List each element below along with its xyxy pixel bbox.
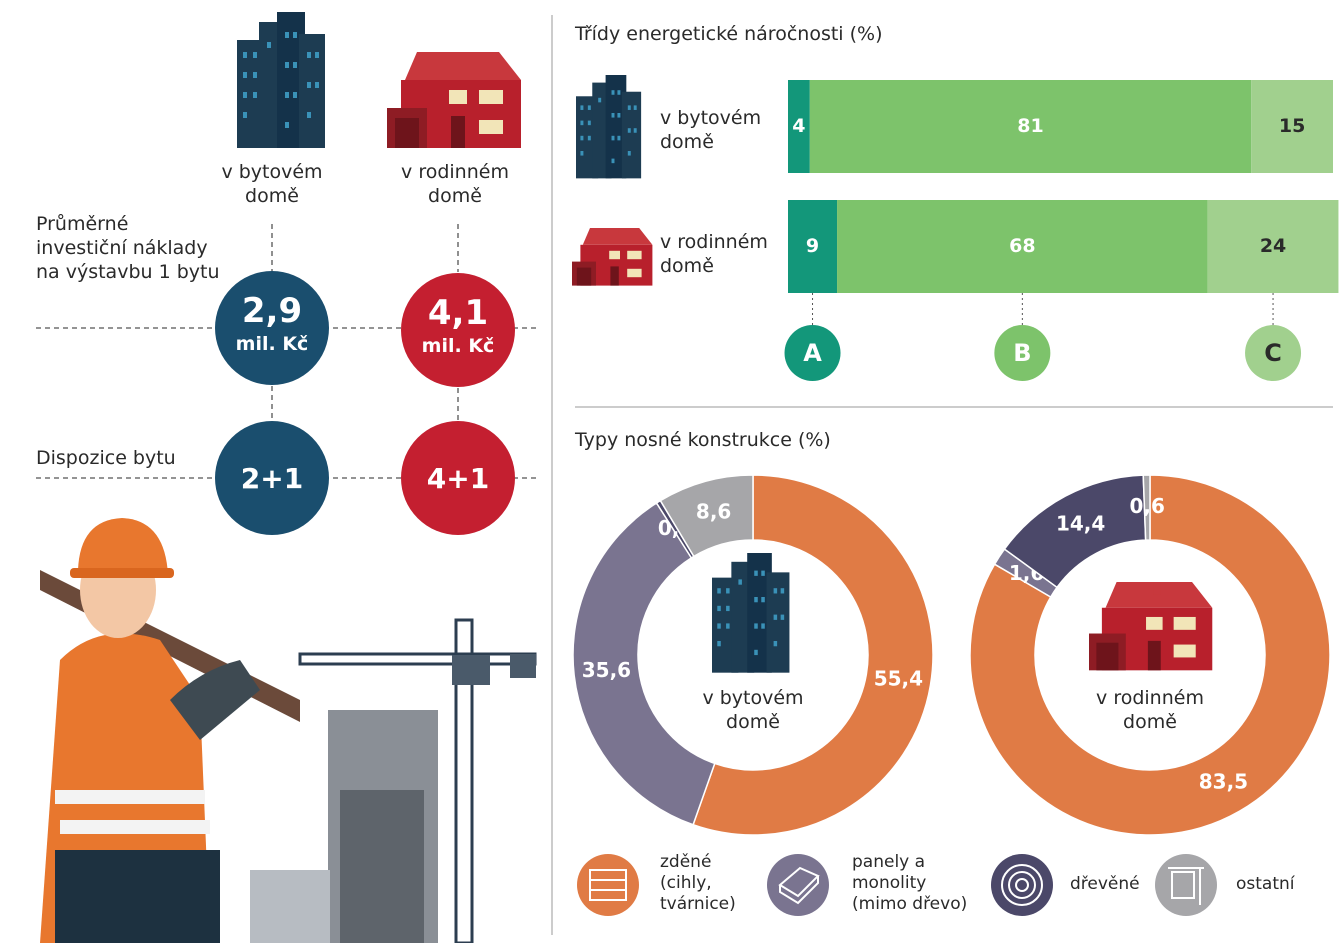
bar-segment xyxy=(837,200,1208,293)
bar-value-label: 81 xyxy=(1017,115,1043,137)
bar-segment xyxy=(788,200,838,293)
legend-label: panely a monolity (mimo dřevo) xyxy=(852,852,968,914)
bar-value-label: 4 xyxy=(792,115,805,137)
cost-value: 2,9 xyxy=(241,291,303,331)
bar-segment xyxy=(1251,80,1333,173)
chart-title: Třídy energetické náročnosti (%) xyxy=(575,23,883,45)
chart-title: Typy nosné konstrukce (%) xyxy=(575,429,831,451)
bar-segment xyxy=(809,80,1252,173)
cost-unit: mil. Kč xyxy=(235,333,309,355)
cost-unit: mil. Kč xyxy=(421,335,495,357)
row-label: Průměrné investiční náklady na výstavbu … xyxy=(36,213,220,283)
category-label: v bytovém domě xyxy=(660,107,762,153)
donut-slice xyxy=(1142,474,1151,541)
type-label: v bytovém domě xyxy=(221,161,323,207)
slice-value-label: 83,5 xyxy=(1199,769,1248,793)
donut-slice xyxy=(692,474,934,836)
legend-marker xyxy=(1245,325,1302,381)
slice-value-label: 8,6 xyxy=(696,499,731,523)
row-label: Dispozice bytu xyxy=(36,447,176,469)
layout-value: 2+1 xyxy=(240,462,304,495)
type-label: v rodinném domě xyxy=(401,161,509,207)
slice-value-label: 35,6 xyxy=(582,658,631,682)
bar-segment xyxy=(788,80,810,173)
slice-value-label: 0,6 xyxy=(1130,494,1165,518)
legend-label: B xyxy=(1013,339,1031,367)
bar-value-label: 24 xyxy=(1260,235,1286,257)
legend-label: A xyxy=(803,339,822,367)
layout-value: 4+1 xyxy=(426,462,490,495)
bar-segment xyxy=(1207,200,1339,293)
donut-slice xyxy=(659,474,754,558)
bar-value-label: 68 xyxy=(1009,235,1035,257)
legend-label: zděné (cihly, tvárnice) xyxy=(660,852,736,914)
legend-label: dřevěné xyxy=(1070,874,1140,894)
slice-value-label: 14,4 xyxy=(1056,511,1105,535)
bar-value-label: 15 xyxy=(1279,115,1305,137)
donut-slice xyxy=(572,501,716,826)
slice-value-label: 55,4 xyxy=(874,666,923,690)
bar-value-label: 9 xyxy=(806,235,819,257)
cost-value: 4,1 xyxy=(427,293,489,333)
legend-marker xyxy=(784,325,841,381)
category-label: v rodinném domě xyxy=(660,231,768,277)
donut-center-label: v bytovém domě xyxy=(702,687,804,733)
donut-slice xyxy=(969,474,1331,836)
legend-label: C xyxy=(1264,339,1282,367)
legend-marker xyxy=(994,325,1051,381)
legend-label: ostatní xyxy=(1236,874,1295,894)
donut-center-label: v rodinném domě xyxy=(1096,687,1204,733)
